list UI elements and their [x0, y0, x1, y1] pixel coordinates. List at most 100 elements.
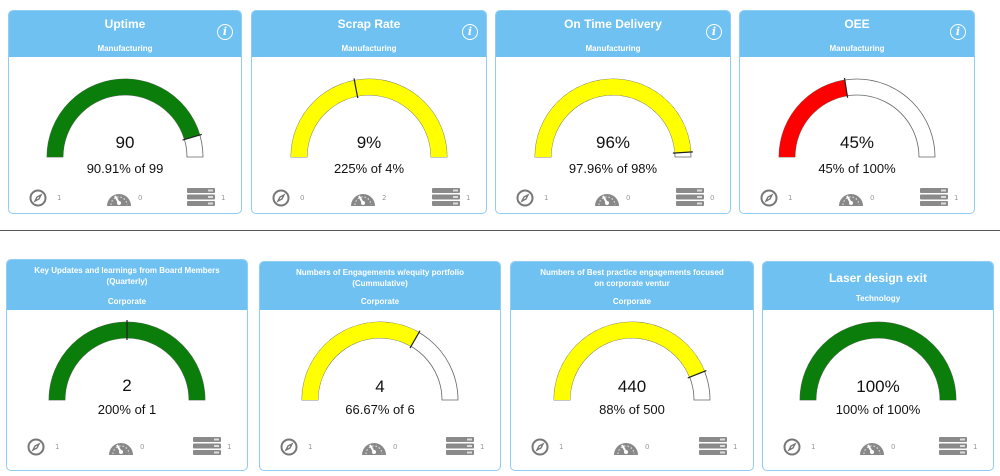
kpi-detail: 45% of 100% — [818, 161, 896, 176]
compass-icon[interactable] — [783, 438, 801, 461]
list-icon[interactable] — [446, 436, 474, 461]
info-icon[interactable]: i — [950, 24, 966, 40]
compass-count: 1 — [308, 443, 313, 451]
speedometer-count: 0 — [138, 194, 143, 202]
card-footer: 1 0 0 — [496, 187, 730, 213]
compass-icon[interactable] — [27, 438, 45, 461]
card-subtitle: Corporate — [612, 297, 652, 306]
card-header: Laser design exit Technology — [763, 262, 993, 310]
gauge-fill — [47, 79, 200, 157]
card-footer: 1 0 1 — [9, 187, 241, 213]
card-footer: 1 0 1 — [763, 436, 993, 462]
speedometer-icon[interactable] — [348, 185, 378, 213]
card-header: Scrap Rate Manufacturing i — [252, 11, 486, 57]
list-count: 1 — [466, 194, 471, 202]
list-count: 1 — [973, 443, 978, 451]
compass-count: 0 — [300, 194, 305, 202]
compass-count: 1 — [559, 443, 564, 451]
list-count: 1 — [221, 194, 226, 202]
gauge-chart — [45, 77, 205, 161]
card-subtitle: Corporate — [107, 297, 147, 306]
kpi-value: 90 — [115, 133, 135, 152]
card-subtitle: Technology — [855, 294, 901, 303]
kpi-value: 100% — [856, 377, 900, 396]
gauge-marker — [182, 133, 202, 141]
card-footer: 1 0 1 — [740, 187, 974, 213]
compass-icon[interactable] — [516, 189, 534, 212]
compass-icon[interactable] — [272, 189, 290, 212]
speedometer-icon[interactable] — [106, 434, 136, 463]
card-footer: 1 0 1 — [260, 436, 500, 462]
speedometer-icon[interactable] — [359, 434, 389, 463]
list-icon[interactable] — [193, 436, 221, 461]
gauge-chart — [777, 77, 937, 161]
compass-icon[interactable] — [29, 189, 47, 212]
gauge-chart — [533, 77, 693, 161]
gauge-chart — [289, 77, 449, 161]
kpi-detail: 100% of 100% — [835, 402, 921, 417]
list-icon[interactable] — [920, 187, 948, 212]
kpi-detail: 97.96% of 98% — [568, 161, 658, 176]
card-subtitle: Manufacturing — [585, 44, 641, 53]
kpi-card[interactable]: Numbers of Best practice engagements foc… — [510, 261, 754, 471]
kpi-detail: 225% of 4% — [333, 161, 405, 176]
list-count: 1 — [480, 443, 485, 451]
list-icon[interactable] — [939, 436, 967, 461]
kpi-card[interactable]: On Time Delivery Manufacturing i 96% 97.96% … — [495, 10, 731, 214]
kpi-value: 96% — [595, 133, 631, 152]
card-subtitle: Manufacturing — [341, 44, 397, 53]
card-header: On Time Delivery Manufacturing i — [496, 11, 730, 57]
gauge-fill — [291, 79, 447, 157]
kpi-card[interactable]: OEE Manufacturing i 45% 45% of 100% 1 0 1 — [739, 10, 975, 214]
card-title: Numbers of Engagements w/equity portfoli… — [295, 268, 464, 288]
kpi-detail: 88% of 500 — [599, 402, 665, 417]
speedometer-icon[interactable] — [857, 434, 887, 463]
kpi-card[interactable]: Laser design exit Technology 100% 100% of 1… — [762, 261, 994, 471]
list-icon[interactable] — [699, 436, 727, 461]
kpi-detail: 66.67% of 6 — [345, 402, 415, 417]
speedometer-icon[interactable] — [592, 185, 622, 213]
card-title: Key Updates and learnings from Board Mem… — [34, 266, 220, 286]
card-title: On Time Delivery — [564, 17, 662, 31]
kpi-value: 4 — [375, 377, 385, 396]
info-icon[interactable]: i — [217, 24, 233, 40]
compass-count: 1 — [544, 194, 549, 202]
speedometer-icon[interactable] — [611, 434, 641, 463]
kpi-card[interactable]: Numbers of Engagements w/equity portfoli… — [259, 261, 501, 471]
list-icon[interactable] — [432, 187, 460, 212]
compass-count: 1 — [57, 194, 62, 202]
kpi-detail: 90.91% of 99 — [86, 161, 164, 176]
gauge-marker — [672, 151, 693, 154]
kpi-value: 9% — [356, 133, 382, 152]
kpi-card[interactable]: Uptime Manufacturing i 90 90.91% of 99 1 0 1 — [8, 10, 242, 214]
speedometer-count: 2 — [382, 194, 387, 202]
kpi-card[interactable]: Scrap Rate Manufacturing i 9% 225% of 4% 0 2 1 — [251, 10, 487, 214]
card-title: Laser design exit — [828, 271, 928, 285]
card-header: Numbers of Best practice engagements foc… — [511, 262, 753, 310]
card-title: Uptime — [104, 17, 146, 31]
list-icon[interactable] — [676, 187, 704, 212]
speedometer-icon[interactable] — [836, 185, 866, 213]
speedometer-icon[interactable] — [104, 185, 134, 213]
compass-icon[interactable] — [280, 438, 298, 461]
gauge-chart — [552, 320, 712, 404]
gauge-chart — [47, 320, 207, 404]
card-title: OEE — [844, 17, 870, 31]
kpi-card[interactable]: Key Updates and learnings from Board Mem… — [6, 259, 248, 471]
list-count: 1 — [733, 443, 738, 451]
card-title: Scrap Rate — [337, 17, 401, 31]
speedometer-count: 0 — [645, 443, 650, 451]
row-divider — [0, 230, 1000, 231]
gauge-chart — [300, 320, 460, 404]
list-count: 0 — [710, 194, 715, 202]
speedometer-count: 0 — [870, 194, 875, 202]
info-icon[interactable]: i — [462, 24, 478, 40]
compass-icon[interactable] — [531, 438, 549, 461]
compass-icon[interactable] — [760, 189, 778, 212]
kpi-detail: 200% of 1 — [97, 402, 157, 417]
list-icon[interactable] — [187, 187, 215, 212]
speedometer-count: 0 — [393, 443, 398, 451]
info-icon[interactable]: i — [706, 24, 722, 40]
gauge-fill — [800, 322, 956, 400]
speedometer-count: 0 — [626, 194, 631, 202]
